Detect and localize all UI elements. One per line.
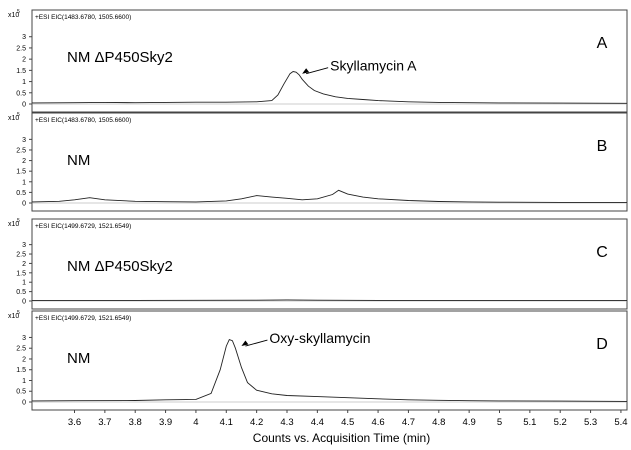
y-tick-label: 3 <box>22 242 26 249</box>
annotation-arrowhead <box>241 340 249 347</box>
x-tick-label: 3.6 <box>68 417 81 428</box>
y-tick-label: 2.5 <box>16 147 26 154</box>
y-exponent-label: x10 <box>8 221 19 228</box>
y-tick-label: 1.5 <box>16 169 26 176</box>
x-tick-label: 4.3 <box>280 417 293 428</box>
y-tick-label: 1 <box>22 179 26 186</box>
y-tick-label: 0 <box>22 400 26 407</box>
x-tick-label: 4 <box>193 417 198 428</box>
y-tick-label: 2 <box>22 261 26 268</box>
y-tick-label: 0 <box>22 201 26 208</box>
panel-frame <box>31 218 628 310</box>
y-tick-label: 2 <box>22 356 26 363</box>
y-tick-label: 1 <box>22 280 26 287</box>
y-exponent-power: 5 <box>17 310 20 316</box>
y-tick-label: 0.5 <box>16 190 26 197</box>
panel-letter: C <box>596 244 608 261</box>
annotation-arrowhead <box>302 68 310 74</box>
trace-line <box>31 339 628 402</box>
y-exponent-power: 5 <box>17 218 20 224</box>
x-tick-label: 4.6 <box>371 417 384 428</box>
strain-label: NM ΔP450Sky2 <box>67 258 173 275</box>
strain-label: NM ΔP450Sky2 <box>67 49 173 66</box>
y-tick-label: 3 <box>22 34 26 41</box>
panel-letter: A <box>597 35 608 52</box>
x-tick-label: 5 <box>497 417 502 428</box>
x-tick-label: 4.8 <box>432 417 445 428</box>
x-tick-label: 4.9 <box>463 417 476 428</box>
y-tick-label: 0.5 <box>16 90 26 97</box>
strain-label: NM <box>67 350 90 367</box>
y-exponent-label: x10 <box>8 313 19 320</box>
y-tick-label: 1 <box>22 79 26 86</box>
annotation-arrow <box>245 339 268 347</box>
y-tick-label: 1 <box>22 378 26 385</box>
annotation-arrow <box>306 67 329 75</box>
panel-letter: B <box>597 138 608 155</box>
x-tick-label: 3.9 <box>159 417 172 428</box>
strain-label: NM <box>67 152 90 169</box>
y-tick-label: 0.5 <box>16 289 26 296</box>
trace-line <box>31 71 628 104</box>
eic-label: +ESI EIC(1483.6780, 1505.6600) <box>35 117 131 124</box>
eic-label: +ESI EIC(1483.6780, 1505.6600) <box>35 14 131 21</box>
x-tick-label: 4.7 <box>402 417 415 428</box>
x-axis-title: Counts vs. Acquisition Time (min) <box>253 431 430 445</box>
y-tick-label: 0 <box>22 102 26 109</box>
y-tick-label: 3 <box>22 137 26 144</box>
trace-line <box>32 299 627 301</box>
x-tick-label: 3.8 <box>129 417 142 428</box>
y-tick-label: 2 <box>22 158 26 165</box>
eic-label: +ESI EIC(1499.6729, 1521.6549) <box>35 223 131 230</box>
y-tick-label: 0 <box>22 299 26 306</box>
y-exponent-label: x10 <box>8 115 19 122</box>
x-tick-label: 4.2 <box>250 417 263 428</box>
panel-frame <box>31 112 628 212</box>
annotation-label: Skyllamycin A <box>330 58 417 74</box>
x-tick-label: 4.5 <box>341 417 354 428</box>
y-tick-label: 2.5 <box>16 252 26 259</box>
y-tick-label: 1.5 <box>16 270 26 277</box>
trace-line <box>31 189 627 203</box>
x-tick-label: 3.7 <box>98 417 111 428</box>
y-exponent-label: x10 <box>8 12 19 19</box>
x-tick-label: 5.2 <box>554 417 567 428</box>
y-tick-label: 2 <box>22 57 26 64</box>
y-tick-label: 0.5 <box>16 389 26 396</box>
y-exponent-power: 5 <box>17 112 20 118</box>
x-tick-label: 4.1 <box>220 417 233 428</box>
y-tick-label: 2.5 <box>16 346 26 353</box>
panel-letter: D <box>596 336 608 353</box>
panel-frame <box>31 310 628 411</box>
x-tick-label: 4.4 <box>311 417 324 428</box>
y-tick-label: 1.5 <box>16 68 26 75</box>
x-tick-label: 5.3 <box>584 417 597 428</box>
y-exponent-power: 5 <box>17 9 20 15</box>
annotation-label: Oxy-skyllamycin <box>269 330 370 346</box>
x-tick-label: 5.1 <box>523 417 536 428</box>
panel-frame <box>31 9 628 113</box>
y-tick-label: 3 <box>22 335 26 342</box>
x-tick-label: 5.4 <box>614 417 627 428</box>
eic-label: +ESI EIC(1499.6729, 1521.6549) <box>35 315 131 322</box>
y-tick-label: 2.5 <box>16 45 26 52</box>
y-tick-label: 1.5 <box>16 367 26 374</box>
